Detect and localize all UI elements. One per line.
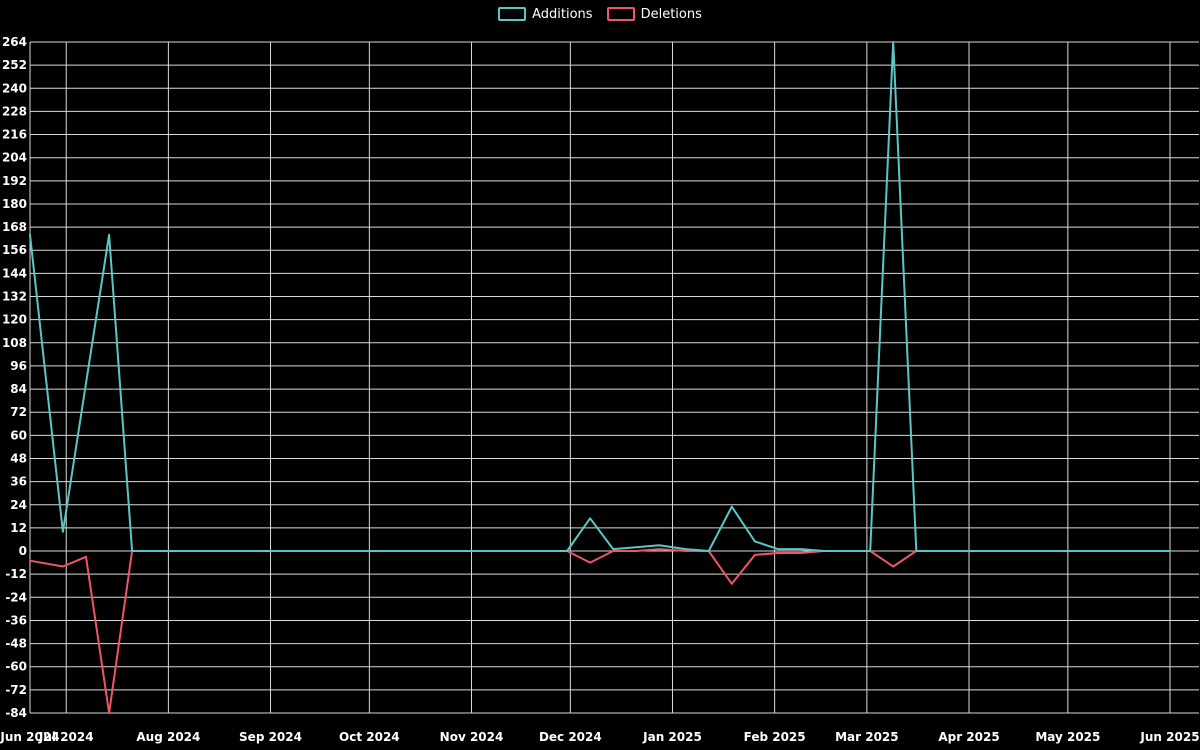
x-tick-label: Jan 2025	[642, 730, 702, 744]
y-tick-label: -60	[5, 660, 27, 674]
chart-legend: Additions Deletions	[0, 7, 1200, 21]
y-tick-label: -12	[5, 567, 27, 581]
y-tick-label: 204	[2, 151, 27, 165]
x-tick-label: Jun 2024	[0, 730, 60, 744]
x-tick-label: Nov 2024	[440, 730, 504, 744]
y-tick-label: 24	[10, 498, 27, 512]
y-tick-label: -36	[5, 613, 27, 627]
y-tick-label: 12	[10, 521, 27, 535]
y-tick-label: -84	[5, 706, 27, 720]
x-tick-label: Jun 2025	[1139, 730, 1199, 744]
x-tick-label: May 2025	[1035, 730, 1100, 744]
y-tick-label: -48	[5, 637, 27, 651]
deletions-swatch-icon	[606, 7, 635, 21]
x-tick-label: Dec 2024	[539, 730, 602, 744]
y-tick-label: 180	[2, 197, 27, 211]
x-tick-label: Jul 2024	[38, 730, 94, 744]
y-tick-label: 96	[10, 359, 27, 373]
y-tick-label: -72	[5, 683, 27, 697]
legend-label-additions: Additions	[532, 6, 593, 22]
x-tick-label: Aug 2024	[136, 730, 200, 744]
y-tick-label: 156	[2, 243, 27, 257]
y-tick-label: 132	[2, 290, 27, 304]
x-tick-label: Oct 2024	[339, 730, 400, 744]
legend-item-additions[interactable]: Additions	[498, 6, 593, 22]
y-tick-label: 240	[2, 81, 27, 95]
y-tick-label: 108	[2, 336, 27, 350]
y-tick-label: 168	[2, 220, 27, 234]
x-tick-label: Mar 2025	[835, 730, 899, 744]
y-tick-label: 252	[2, 58, 27, 72]
y-tick-label: 228	[2, 104, 27, 118]
y-tick-label: 60	[10, 428, 27, 442]
y-tick-label: 36	[10, 475, 27, 489]
additions-swatch-icon	[498, 7, 527, 21]
x-tick-label: Feb 2025	[744, 730, 806, 744]
series-line-additions	[29, 41, 1171, 552]
y-tick-label: 216	[2, 128, 27, 142]
y-tick-label: 144	[2, 266, 27, 280]
legend-label-deletions: Deletions	[640, 6, 702, 22]
y-tick-label: 120	[2, 313, 27, 327]
x-tick-label: Sep 2024	[239, 730, 302, 744]
y-tick-label: 84	[10, 382, 27, 396]
y-tick-label: 0	[19, 544, 27, 558]
y-tick-label: 264	[2, 35, 27, 49]
y-tick-label: 48	[10, 451, 27, 465]
y-tick-label: 192	[2, 174, 27, 188]
x-tick-label: Apr 2025	[938, 730, 999, 744]
y-tick-label: -24	[5, 590, 27, 604]
legend-item-deletions[interactable]: Deletions	[606, 6, 702, 22]
y-tick-label: 72	[10, 405, 27, 419]
